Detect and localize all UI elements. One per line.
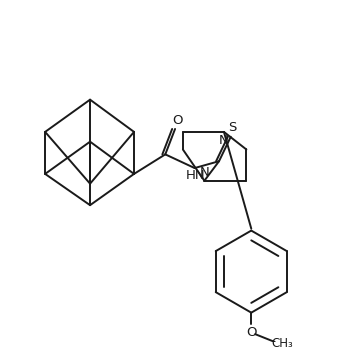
Text: CH₃: CH₃ <box>272 337 293 350</box>
Text: HN: HN <box>186 169 205 182</box>
Text: N: N <box>199 167 209 180</box>
Text: N: N <box>219 134 229 147</box>
Text: O: O <box>246 326 257 339</box>
Text: O: O <box>172 114 182 127</box>
Text: S: S <box>229 121 237 134</box>
